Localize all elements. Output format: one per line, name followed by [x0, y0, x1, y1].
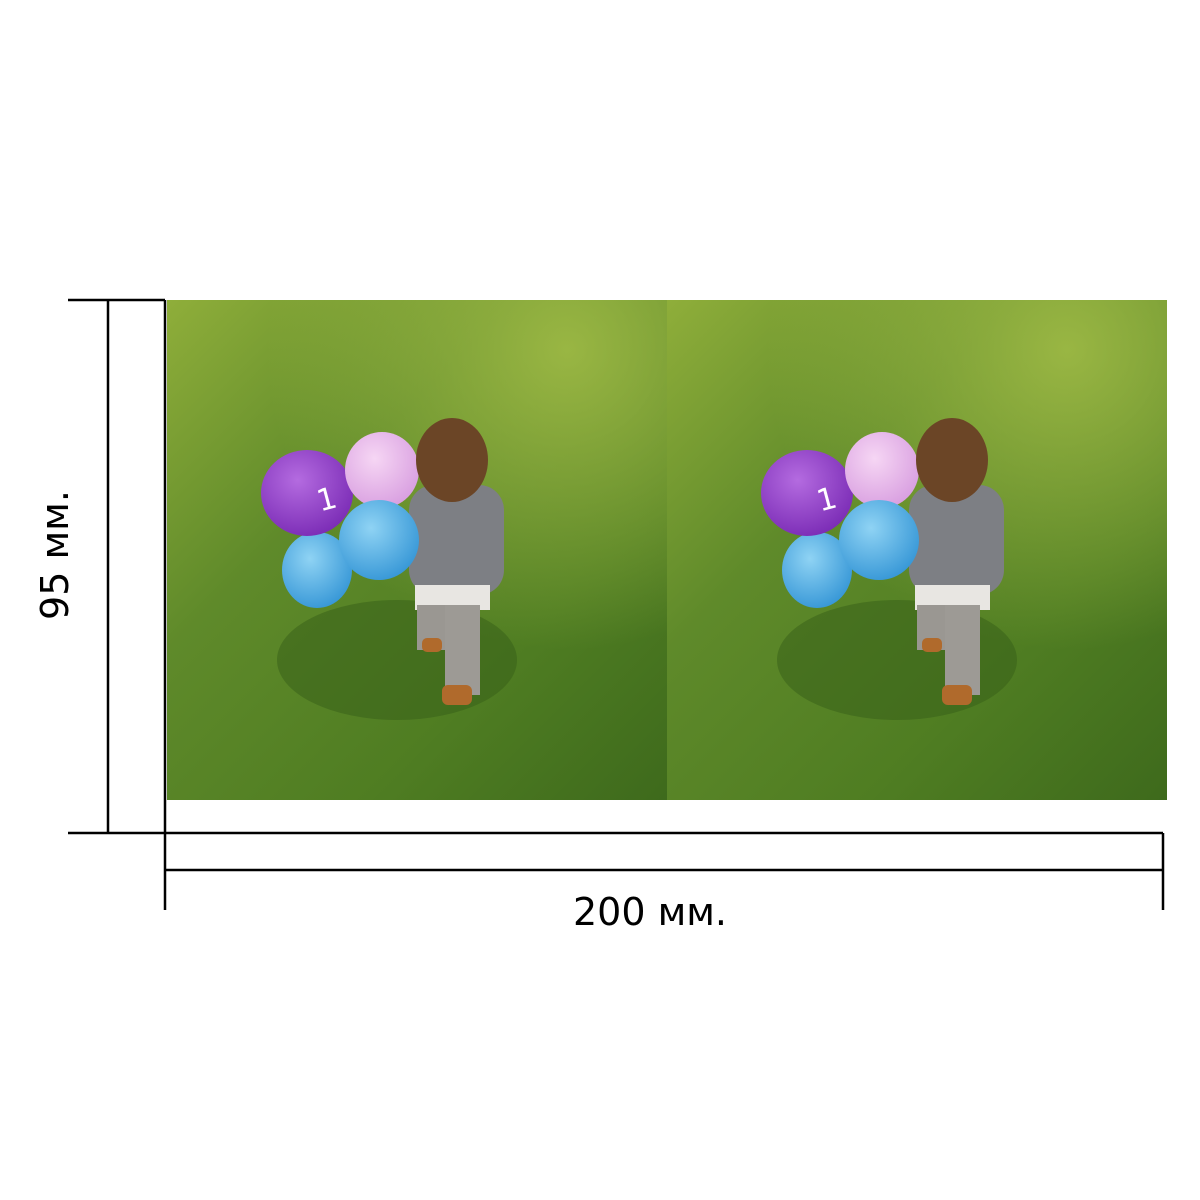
- height-label: 95 мм.: [33, 490, 77, 620]
- height-dimension: 95 мм.: [33, 298, 167, 835]
- width-label: 200 мм.: [573, 890, 727, 934]
- photo-left: [167, 300, 667, 800]
- photo-right: [667, 300, 1167, 800]
- width-dimension: 200 мм.: [163, 831, 1165, 934]
